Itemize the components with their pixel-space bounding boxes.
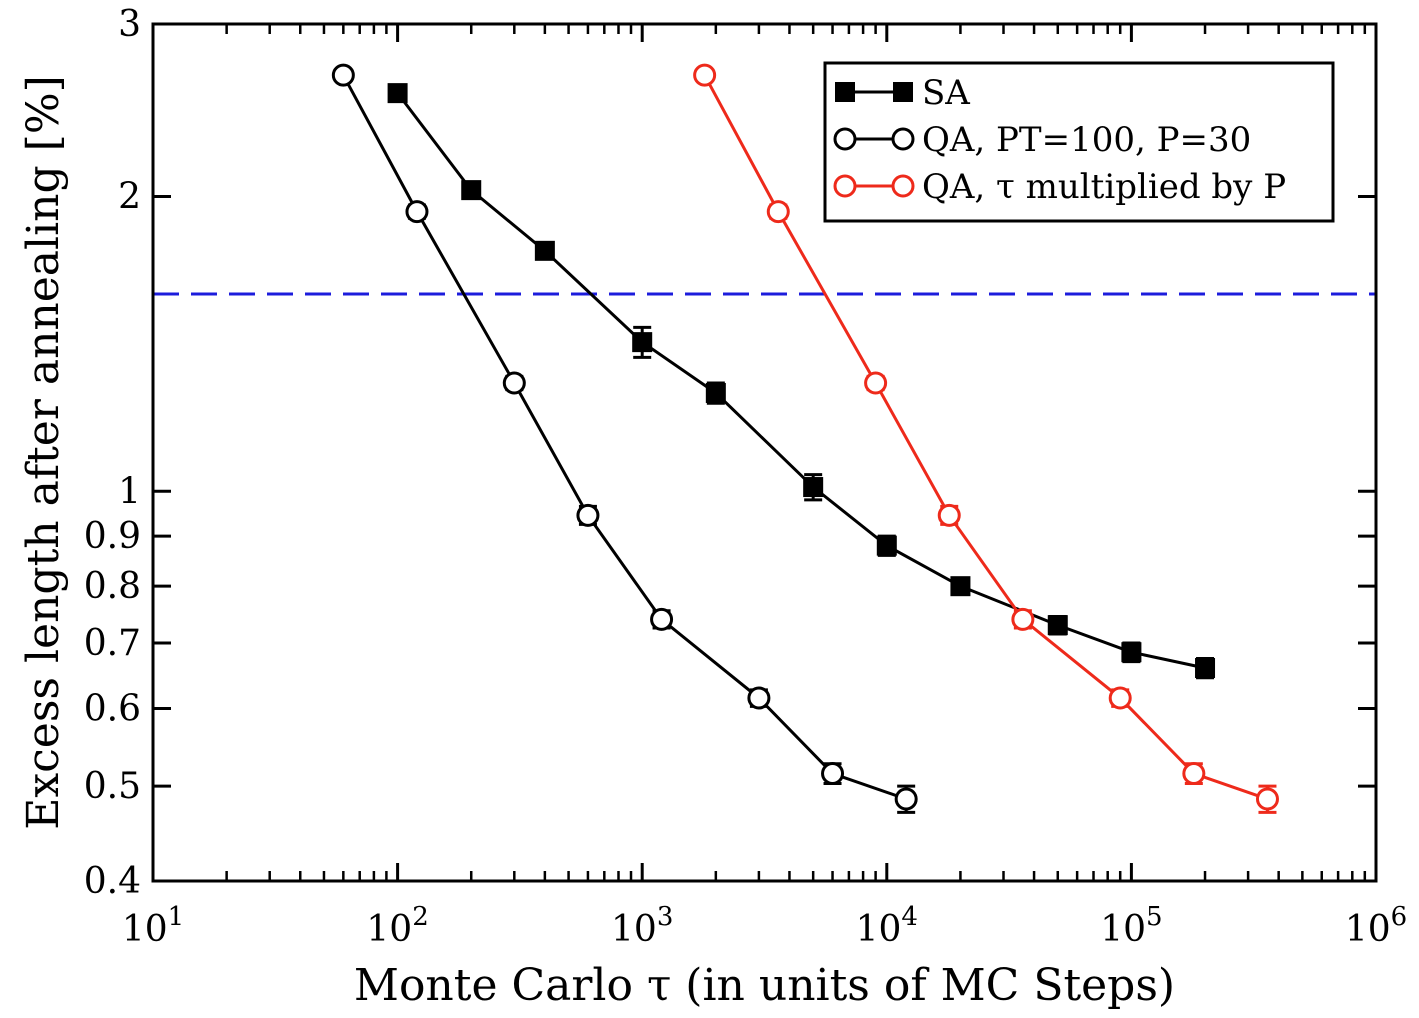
legend-marker — [891, 127, 915, 151]
x-tick-exponent: 1 — [168, 902, 185, 932]
x-tick-base: 10 — [1100, 909, 1146, 950]
legend-items: SA QA, PT=100, P=30 QA, τ multiplied by P — [833, 73, 1286, 207]
x-tick-label: 104 — [856, 902, 918, 950]
data-point — [1182, 762, 1206, 786]
data-point — [1108, 686, 1132, 710]
data-point — [387, 83, 408, 104]
data-point — [876, 535, 897, 556]
data-point — [331, 63, 355, 87]
legend-item-2: QA, τ multiplied by P — [833, 167, 1286, 207]
data-point — [1255, 787, 1279, 811]
x-tick-exponent: 4 — [901, 902, 918, 932]
data-point — [461, 180, 482, 201]
data-point — [405, 200, 429, 224]
x-tick-exponent: 2 — [412, 902, 429, 932]
legend-label: QA, τ multiplied by P — [922, 167, 1286, 207]
legend-marker — [833, 174, 857, 198]
data-point — [766, 200, 790, 224]
x-tick-base: 10 — [1345, 909, 1391, 950]
data-point — [693, 63, 717, 87]
data-point — [632, 332, 653, 353]
y-tick-label: 0.8 — [84, 566, 141, 607]
x-tick-base: 10 — [611, 909, 657, 950]
x-tick-base: 10 — [122, 909, 168, 950]
data-point — [534, 240, 555, 261]
x-axis-title: Monte Carlo τ (in units of MC Steps) — [354, 960, 1175, 1011]
legend-marker — [893, 82, 913, 102]
data-point — [894, 787, 918, 811]
y-tick-label: 0.5 — [84, 766, 141, 807]
data-point — [747, 686, 771, 710]
y-tick-label: 2 — [118, 176, 141, 217]
data-point — [650, 607, 674, 631]
x-tick-base: 10 — [856, 909, 902, 950]
data-point — [576, 503, 600, 527]
series-0 — [387, 83, 1216, 680]
x-tick-label: 102 — [366, 902, 428, 950]
data-point — [1121, 642, 1142, 663]
legend-marker — [835, 82, 855, 102]
y-tick-label: 0.6 — [84, 689, 141, 730]
data-point — [937, 503, 961, 527]
y-axis-title: Excess length after annealing [%] — [18, 75, 69, 830]
y-tick-label: 0.7 — [84, 623, 141, 664]
data-point — [1195, 658, 1216, 679]
series-layer — [331, 63, 1279, 814]
x-tick-exponent: 3 — [657, 902, 674, 932]
y-tick-label: 3 — [118, 4, 141, 45]
legend-marker — [833, 127, 857, 151]
data-point — [502, 371, 526, 395]
data-point — [705, 382, 726, 403]
plot-frame — [151, 22, 1378, 883]
legend-label: SA — [922, 73, 970, 113]
y-tick-label: 0.9 — [84, 516, 141, 557]
y-tick-label: 1 — [118, 471, 141, 512]
x-tick-label: 101 — [122, 902, 184, 950]
x-tick-label: 103 — [611, 902, 673, 950]
x-tick-label: 105 — [1100, 902, 1162, 950]
x-tick-label: 106 — [1345, 902, 1407, 950]
legend-item-1: QA, PT=100, P=30 — [833, 120, 1251, 160]
x-tick-exponent: 6 — [1391, 902, 1408, 932]
legend-label: QA, PT=100, P=30 — [922, 120, 1251, 160]
legend-marker — [891, 174, 915, 198]
series-line — [342, 74, 907, 801]
data-point — [950, 576, 971, 597]
series-1 — [331, 63, 918, 814]
y-tick-label: 0.4 — [84, 861, 141, 902]
data-point — [821, 762, 845, 786]
legend: SA QA, PT=100, P=30 QA, τ multiplied by P — [823, 61, 1335, 223]
data-point — [1011, 607, 1035, 631]
series-2 — [693, 63, 1279, 814]
series-line — [703, 74, 1268, 801]
data-point — [1047, 615, 1068, 636]
data-point — [803, 477, 824, 498]
data-point — [864, 371, 888, 395]
ticks-layer — [151, 22, 1378, 883]
x-tick-exponent: 5 — [1146, 902, 1163, 932]
legend-item-0: SA — [835, 73, 970, 113]
x-tick-base: 10 — [366, 909, 412, 950]
